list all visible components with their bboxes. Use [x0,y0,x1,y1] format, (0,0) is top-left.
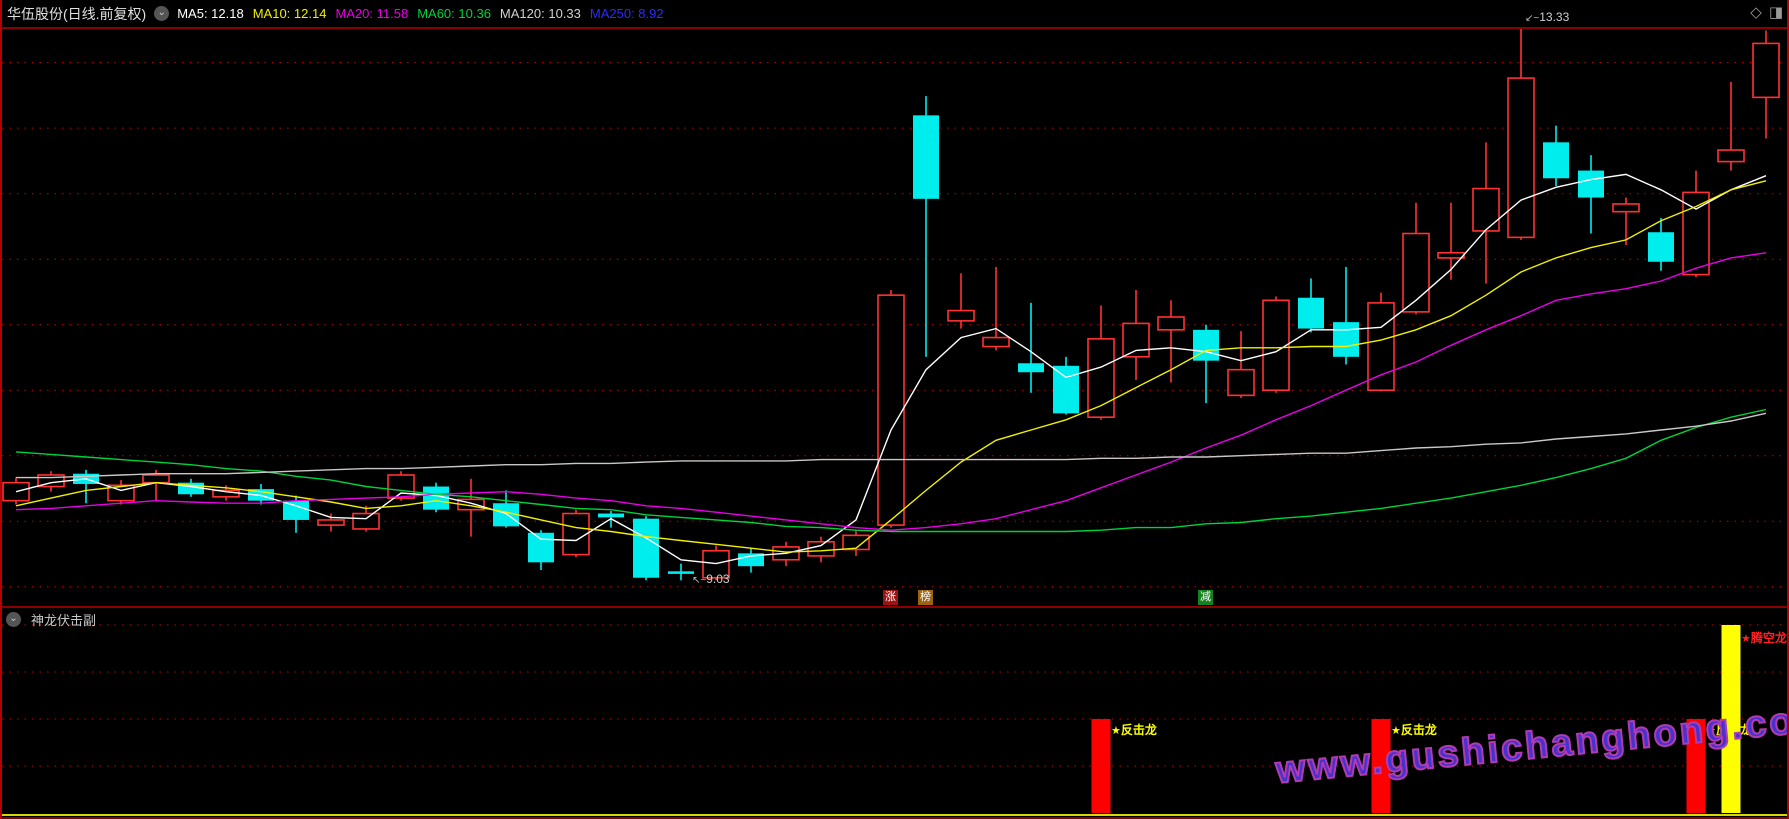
ma-legend-item-ma60: MA60: 10.36 [417,6,491,21]
candle-up [877,294,905,526]
diamond-icon[interactable]: ◇ [1750,4,1762,21]
window-controls: ◇ ◨ [1750,3,1783,21]
signal-name: 腾空龙 [1750,631,1787,645]
candle-up [142,474,170,484]
indicator-bar-chart[interactable] [0,608,1789,814]
stock-title: 华伍股份(日线.前复权) [7,5,147,22]
candle-up [807,540,835,557]
candle-down [1053,365,1079,414]
candle-up [1717,149,1745,163]
signal-bar[interactable] [1721,625,1741,813]
annotation-arrow-icon: ↖~ [692,575,707,587]
ma-legend-item-ma10: MA10: 12.14 [252,6,327,21]
signal-bar[interactable] [1371,719,1391,813]
ma-legend-item-ma20: MA20: 11.58 [335,6,409,21]
ma-line-ma20 [15,252,1767,531]
candle-up [1157,316,1185,331]
signal-bar[interactable] [1091,719,1111,813]
signal-label: ★反击龙 [1111,721,1157,738]
candle-down [178,482,204,495]
ma-line-ma60 [15,408,1767,533]
indicator-panel-header: ⌄ 神龙伏击副 [0,609,96,629]
annotation-value: 13.33 [1539,10,1570,24]
candle-down [1298,297,1324,329]
candle-down [913,115,939,199]
candle-down [493,503,519,527]
ma-legend-item-ma250: MA250: 8.92 [589,6,664,21]
signal-label: ★腾空龙 [1741,629,1787,646]
star-icon: ★ [1111,725,1121,737]
candle-down [598,513,624,518]
signal-name: 反击龙 [1120,723,1157,737]
annotation-arrow-icon: ↙~ [1525,13,1540,24]
candle-down [668,571,694,574]
candle-down [1578,170,1604,198]
candle-up [1437,251,1465,259]
ma-line-ma5 [15,173,1767,565]
main-candlestick-chart[interactable] [0,28,1789,606]
candle-down [283,500,309,520]
event-marker-badge[interactable]: 榜 [918,590,933,605]
star-icon: ★ [1706,725,1716,737]
candle-up [842,534,870,551]
ma-legend-item-ma5: MA5: 12.18 [177,6,244,21]
collapse-indicator-icon[interactable]: ⌄ [6,611,21,627]
candle-up [352,512,380,530]
window-border-bottom [0,817,1789,819]
star-icon: ★ [1741,633,1751,645]
ma-legend-item-ma120: MA120: 10.33 [499,6,581,21]
indicator-title[interactable]: 神龙伏击副 [31,612,97,628]
collapse-main-chart-icon[interactable]: ⌄ [154,6,170,21]
candle-down [1543,142,1569,179]
candle-up [1472,187,1500,232]
candle-down [1333,322,1359,357]
candle-down [738,553,764,567]
signal-label: ★反击龙 [1391,721,1437,738]
candle-up [1752,42,1780,99]
annotation-value: 9.03 [706,572,730,587]
candle-up [387,474,415,499]
signal-name: 反击龙 [1715,723,1752,737]
candle-up [1227,368,1255,397]
candle-up [1507,77,1535,239]
candle-up [1402,232,1430,313]
indicator-zero-axis [0,814,1789,816]
signal-label: ★反击龙 [1706,721,1752,738]
candle-down [633,518,659,578]
low-price-annotation: ↖~9.03 [692,572,730,586]
candle-down [1018,363,1044,373]
chart-title-bar: 华伍股份(日线.前复权) ⌄ MA5: 12.18 MA10: 12.14 MA20… [0,0,1789,27]
high-price-annotation: ↙~13.33 [1525,10,1569,24]
candle-up [982,336,1010,348]
candle-up [1367,302,1395,392]
split-layout-icon[interactable]: ◨ [1768,4,1783,21]
window-border-right [1787,0,1789,819]
signal-bar[interactable] [1686,719,1706,813]
star-icon: ★ [1391,725,1401,737]
panel-divider[interactable] [0,606,1789,608]
ma-line-ma120 [16,412,1767,479]
candle-up [1262,299,1290,392]
candle-down [423,486,449,510]
candle-up [1612,203,1640,213]
window-border-left [0,0,2,819]
ma-legend: MA5: 12.18 MA10: 12.14 MA20: 11.58 MA60: 10… [177,6,663,21]
candle-up [562,512,590,556]
ma-line-ma10 [15,180,1767,553]
signal-name: 反击龙 [1400,723,1437,737]
candle-up [1087,338,1115,418]
candle-up [1122,322,1150,358]
event-marker-badge[interactable]: 涨 [883,590,898,605]
titlebar-divider [0,27,1789,29]
candle-up [317,519,345,526]
candle-down [528,532,554,563]
event-marker-badge[interactable]: 减 [1198,590,1213,605]
candle-up [947,309,975,322]
candle-down [1648,232,1674,262]
